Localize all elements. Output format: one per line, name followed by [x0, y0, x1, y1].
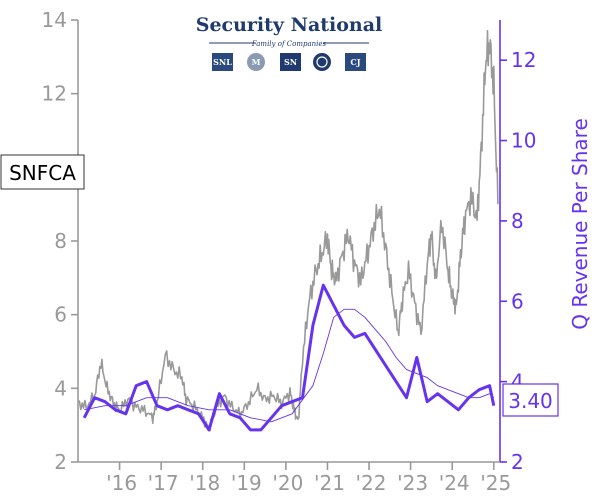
x-axis-ticks: '16 '17 '18 '19 '20 '21 '22 '23 '24 '25	[106, 462, 511, 495]
logo-mark-m-text: M	[252, 57, 261, 67]
left-tick-label: 6	[54, 303, 67, 327]
left-tick-label: 8	[54, 229, 67, 253]
left-tick-label: 14	[42, 8, 67, 32]
x-tick-label: '20	[272, 471, 303, 495]
logo-mark-seal-icon	[313, 53, 331, 71]
last-value-badge: 3.40	[502, 383, 559, 417]
x-tick-label: '24	[439, 471, 470, 495]
right-tick-label: 6	[511, 289, 524, 313]
logo-title: Security National	[196, 14, 383, 36]
logo-mark-cj: CJ	[345, 53, 366, 71]
logo-mark-cj-text: CJ	[350, 57, 360, 67]
last-value-text: 3.40	[508, 389, 553, 413]
left-axis-ticks: 2 4 6 8 12 14	[42, 8, 78, 474]
right-tick-label: 2	[511, 450, 524, 474]
right-tick-label: 10	[511, 129, 536, 153]
x-tick-label: '21	[314, 471, 345, 495]
right-tick-label: 8	[511, 209, 524, 233]
right-axis-label: Q Revenue Per Share	[568, 118, 592, 330]
logo-mark-m: M	[247, 53, 265, 71]
logo-mark-sn: SN	[280, 53, 301, 71]
right-tick-label: 12	[511, 48, 536, 72]
stock-price-line	[78, 29, 499, 432]
logo-mark-sn-text: SN	[284, 57, 297, 67]
x-tick-label: '17	[148, 471, 179, 495]
x-tick-label: '16	[106, 471, 137, 495]
logo-mark-snl-text: SNL	[213, 57, 232, 67]
revenue-moving-average-line	[84, 308, 495, 423]
x-tick-label: '19	[231, 471, 262, 495]
revenue-per-share-line	[82, 283, 496, 432]
company-logo: Security National Family of Companies SN…	[196, 14, 383, 71]
left-tick-label: 4	[54, 376, 67, 400]
ticker-label: SNFCA	[0, 154, 85, 190]
x-tick-label: '18	[189, 471, 220, 495]
left-tick-label: 2	[54, 450, 67, 474]
left-tick-label: 12	[42, 82, 67, 106]
logo-subtitle: Family of Companies	[251, 40, 327, 48]
x-tick-label: '23	[397, 471, 428, 495]
x-tick-label: '25	[480, 471, 511, 495]
x-tick-label: '22	[356, 471, 387, 495]
ticker-text: SNFCA	[9, 161, 76, 185]
logo-mark-snl: SNL	[212, 53, 233, 71]
